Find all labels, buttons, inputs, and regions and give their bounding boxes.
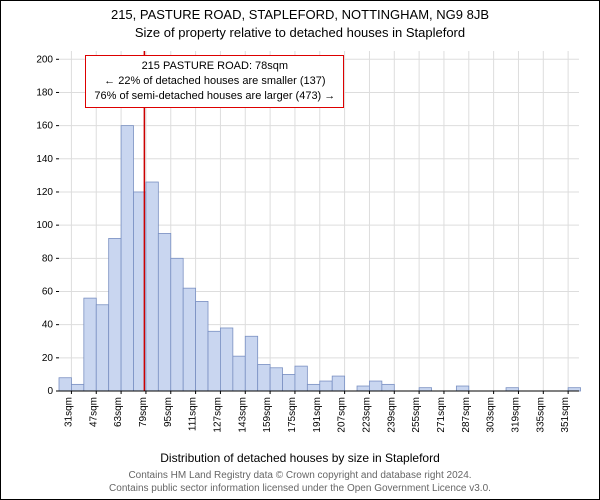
svg-text:239sqm: 239sqm [386,397,397,433]
x-axis-label: Distribution of detached houses by size … [1,451,599,465]
svg-text:319sqm: 319sqm [510,397,521,433]
svg-text:60: 60 [42,286,54,297]
svg-text:31sqm: 31sqm [63,397,74,427]
svg-text:180: 180 [36,87,53,98]
svg-text:47sqm: 47sqm [88,397,99,427]
footer-line1: Contains HM Land Registry data © Crown c… [1,469,599,482]
footer-line2: Contains public sector information licen… [1,482,599,495]
svg-text:191sqm: 191sqm [312,397,323,433]
svg-text:351sqm: 351sqm [560,397,571,433]
svg-text:95sqm: 95sqm [163,397,174,427]
svg-text:79sqm: 79sqm [138,397,149,427]
svg-text:287sqm: 287sqm [461,397,472,433]
svg-text:0: 0 [47,386,53,397]
annotation-line2: ← 22% of detached houses are smaller (13… [94,74,335,89]
chart-title-line1: 215, PASTURE ROAD, STAPLEFORD, NOTTINGHA… [1,7,599,22]
footer: Contains HM Land Registry data © Crown c… [1,469,599,495]
svg-text:40: 40 [42,320,54,331]
svg-text:111sqm: 111sqm [188,397,199,431]
annotation-line1: 215 PASTURE ROAD: 78sqm [94,59,335,74]
svg-text:303sqm: 303sqm [486,397,497,433]
annotation-box-wrap: 215 PASTURE ROAD: 78sqm ← 22% of detache… [85,55,344,108]
annotation-line3: 76% of semi-detached houses are larger (… [94,89,335,104]
svg-text:20: 20 [42,353,54,364]
chart-title-line2: Size of property relative to detached ho… [1,25,599,40]
annotation-box: 215 PASTURE ROAD: 78sqm ← 22% of detache… [85,55,344,108]
svg-text:143sqm: 143sqm [237,397,248,433]
svg-text:80: 80 [42,253,54,264]
svg-text:160: 160 [36,121,53,132]
svg-text:100: 100 [36,220,53,231]
svg-text:200: 200 [36,54,53,65]
svg-text:255sqm: 255sqm [411,397,422,433]
svg-text:175sqm: 175sqm [287,397,298,433]
svg-text:207sqm: 207sqm [337,397,348,433]
svg-text:63sqm: 63sqm [113,397,124,427]
chart-container: 215, PASTURE ROAD, STAPLEFORD, NOTTINGHA… [0,0,600,500]
svg-text:120: 120 [36,187,53,198]
plot-area: 02040608010012014016018020031sqm47sqm63s… [59,51,579,391]
svg-text:223sqm: 223sqm [361,397,372,433]
svg-text:335sqm: 335sqm [535,397,546,433]
svg-text:159sqm: 159sqm [262,397,273,433]
svg-text:140: 140 [36,154,53,165]
svg-text:271sqm: 271sqm [436,397,447,433]
svg-text:127sqm: 127sqm [212,397,223,433]
